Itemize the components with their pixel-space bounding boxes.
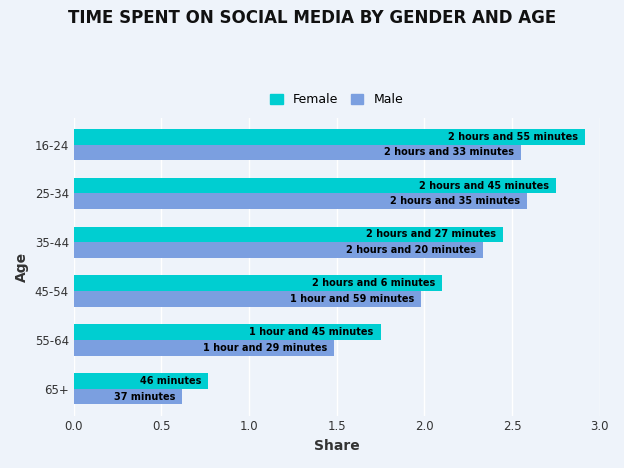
Text: 1 hour and 59 minutes: 1 hour and 59 minutes xyxy=(290,294,414,304)
Y-axis label: Age: Age xyxy=(15,252,29,282)
Text: 2 hours and 27 minutes: 2 hours and 27 minutes xyxy=(366,229,496,240)
Bar xyxy=(74,340,334,356)
Bar xyxy=(74,373,208,389)
Text: 2 hours and 20 minutes: 2 hours and 20 minutes xyxy=(346,245,475,255)
Bar xyxy=(74,389,182,404)
Text: 2 hours and 33 minutes: 2 hours and 33 minutes xyxy=(384,147,514,157)
Legend: Female, Male: Female, Male xyxy=(265,88,408,111)
Bar xyxy=(74,242,483,258)
Bar xyxy=(74,145,521,160)
Bar xyxy=(74,227,504,242)
Text: 2 hours and 6 minutes: 2 hours and 6 minutes xyxy=(312,278,435,288)
Text: 2 hours and 35 minutes: 2 hours and 35 minutes xyxy=(389,196,520,206)
Text: 37 minutes: 37 minutes xyxy=(114,392,175,402)
X-axis label: Share: Share xyxy=(314,439,359,453)
Text: TIME SPENT ON SOCIAL MEDIA BY GENDER AND AGE: TIME SPENT ON SOCIAL MEDIA BY GENDER AND… xyxy=(68,9,556,27)
Text: 1 hour and 29 minutes: 1 hour and 29 minutes xyxy=(203,343,327,353)
Bar xyxy=(74,193,527,209)
Text: 1 hour and 45 minutes: 1 hour and 45 minutes xyxy=(250,327,374,337)
Bar xyxy=(74,291,421,307)
Text: 46 minutes: 46 minutes xyxy=(140,376,202,386)
Bar xyxy=(74,129,585,145)
Text: 2 hours and 45 minutes: 2 hours and 45 minutes xyxy=(419,181,549,190)
Bar xyxy=(74,324,381,340)
Bar xyxy=(74,276,442,291)
Bar xyxy=(74,178,556,193)
Text: 2 hours and 55 minutes: 2 hours and 55 minutes xyxy=(448,132,578,142)
